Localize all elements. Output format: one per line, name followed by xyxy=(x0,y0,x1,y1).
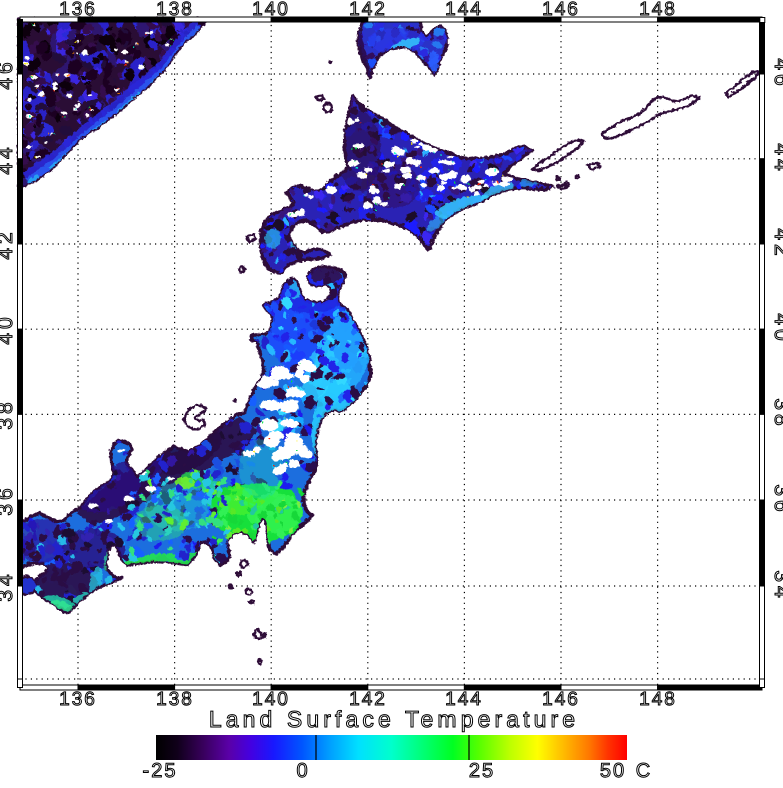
svg-text:36: 36 xyxy=(770,484,783,515)
svg-text:0: 0 xyxy=(296,760,309,782)
svg-text:144: 144 xyxy=(445,0,483,20)
svg-text:44: 44 xyxy=(770,143,783,174)
svg-text:146: 146 xyxy=(542,0,580,20)
svg-text:38: 38 xyxy=(770,398,783,429)
svg-text:140: 140 xyxy=(252,0,290,20)
svg-text:136: 136 xyxy=(59,689,97,710)
svg-text:140: 140 xyxy=(252,689,290,710)
svg-text:Land Surface Temperature: Land Surface Temperature xyxy=(209,706,579,732)
svg-text:42: 42 xyxy=(0,228,17,259)
svg-text:40: 40 xyxy=(0,313,17,344)
svg-text:C: C xyxy=(636,760,652,782)
svg-text:44: 44 xyxy=(0,143,17,174)
svg-text:36: 36 xyxy=(0,484,17,515)
svg-text:138: 138 xyxy=(156,0,194,20)
svg-text:138: 138 xyxy=(156,689,194,710)
svg-text:136: 136 xyxy=(59,0,97,20)
svg-text:142: 142 xyxy=(349,0,387,20)
svg-text:148: 148 xyxy=(639,0,677,20)
svg-text:50: 50 xyxy=(600,760,626,782)
svg-text:34: 34 xyxy=(0,570,17,601)
svg-text:142: 142 xyxy=(349,689,387,710)
svg-text:144: 144 xyxy=(445,689,483,710)
svg-text:46: 46 xyxy=(770,58,783,89)
svg-text:46: 46 xyxy=(0,58,17,89)
svg-text:40: 40 xyxy=(770,313,783,344)
svg-text:42: 42 xyxy=(770,228,783,259)
svg-text:148: 148 xyxy=(639,689,677,710)
svg-text:25: 25 xyxy=(469,760,495,782)
svg-text:34: 34 xyxy=(770,570,783,601)
svg-text:-25: -25 xyxy=(143,760,178,782)
svg-text:38: 38 xyxy=(0,398,17,429)
svg-text:146: 146 xyxy=(542,689,580,710)
